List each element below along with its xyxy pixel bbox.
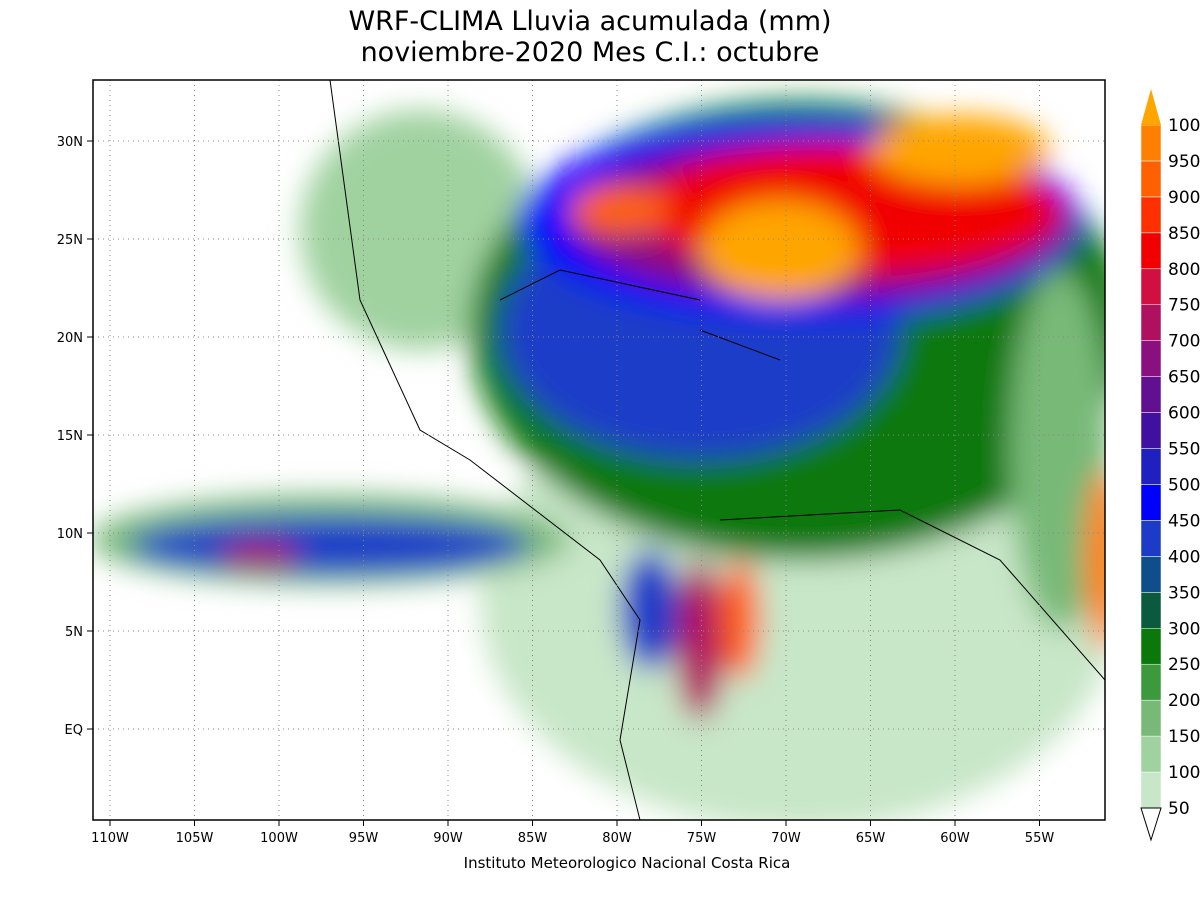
colorbar-box [1140,771,1162,809]
lat-label: 20N [57,331,83,346]
lon-label: 100W [260,831,298,846]
colorbar-label: 950 [1168,152,1200,172]
colorbar-box [1140,735,1162,773]
colorbar-label: 900 [1168,188,1200,208]
colorbar-box [1140,232,1162,270]
colorbar-box [1140,628,1162,665]
colorbar-label: 1000 [1168,116,1200,136]
colorbar-box [1140,663,1162,701]
lon-label: 85W [518,831,548,846]
colorbar-label: 100 [1168,763,1200,783]
colorbar-label: 150 [1168,727,1200,747]
colorbar-box [1140,340,1162,377]
colorbar-box [1140,448,1162,485]
colorbar-box [1140,699,1162,737]
colorbar-label: 350 [1168,583,1200,603]
colorbar-top [1141,89,1161,125]
colorbar-box [1140,376,1162,413]
lat-label: EQ [65,723,83,738]
colorbar-label: 850 [1168,224,1200,244]
colorbar-label: 650 [1168,368,1200,388]
lon-label: 80W [602,831,632,846]
lon-label: 60W [940,831,970,846]
title-line: WRF-CLIMA Lluvia acumulada (mm) [348,6,831,37]
lat-label: 25N [57,233,83,248]
map-frame [92,79,1106,821]
lon-label: 75W [687,831,717,846]
colorbar-label: 700 [1168,332,1200,352]
colorbar-box [1140,160,1162,198]
lon-label: 95W [349,831,379,846]
lat-label: 5N [65,625,83,640]
colorbar-label: 200 [1168,691,1200,711]
colorbar-box [1140,304,1162,341]
lon-label: 55W [1025,831,1055,846]
colorbar-box [1140,124,1162,162]
lon-label: 90W [433,831,463,846]
colorbar-box [1140,268,1162,305]
colorbar-label: 300 [1168,619,1200,639]
colorbar-label: 600 [1168,404,1200,424]
colorbar-box [1140,484,1162,521]
colorbar-box [1140,592,1162,629]
precip-field [93,80,1105,820]
lat-label: 10N [57,527,83,542]
colorbar-label: 50 [1168,799,1190,819]
colorbar-label: 250 [1168,655,1200,675]
lat-label: 30N [57,135,83,150]
colorbar-bottom [1140,807,1162,842]
colorbar-box [1140,556,1162,593]
lon-label: 105W [176,831,214,846]
lon-label: 110W [91,831,129,846]
colorbar-label: 500 [1168,475,1200,495]
title-line: noviembre-2020 Mes C.I.: octubre [361,37,820,68]
colorbar: 50 100 150 200 250 300 350 400 450 500 550 600 650 70… [1140,89,1200,842]
colorbar-label: 450 [1168,511,1200,531]
colorbar-label: 800 [1168,260,1200,280]
lon-label: 65W [856,831,886,846]
graticule [87,80,1105,826]
colorbar-label: 400 [1168,547,1200,567]
footer: Instituto Meteorologico Nacional Costa R… [464,854,791,872]
lon-label: 70W [771,831,801,846]
colorbar-box [1140,520,1162,557]
colorbar-box [1140,412,1162,449]
lat-label: 15N [57,429,83,444]
colorbar-label: 750 [1168,296,1200,316]
colorbar-box [1140,196,1162,234]
colorbar-label: 550 [1168,440,1200,460]
